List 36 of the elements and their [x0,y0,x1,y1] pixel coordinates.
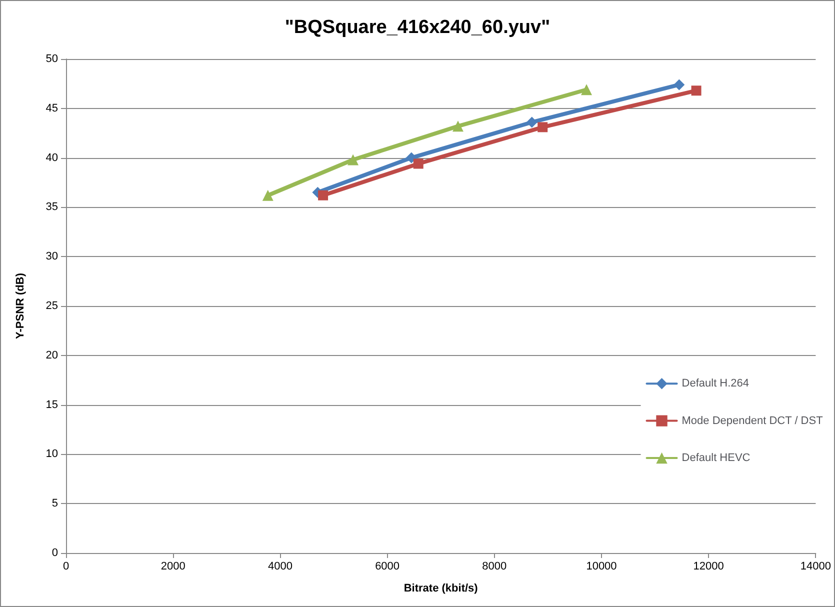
point [413,158,424,169]
y-tick-label: 45 [46,102,58,114]
x-tick-label: 8000 [482,560,507,572]
point [318,190,328,200]
x-tick-label: 0 [62,560,70,572]
point [452,120,464,132]
legend-label: Mode Dependent DCT / DST [682,414,824,427]
point [348,154,359,166]
point [581,84,592,96]
point [526,116,538,128]
point [538,122,548,132]
legend-label: Default HEVC [682,452,750,464]
x-tick-label: 14000 [800,560,832,572]
x-tick-label: 6000 [375,560,400,572]
x-axis-title: Bitrate (kbit/s) [404,582,478,594]
y-tick-label: 50 [46,53,58,65]
y-tick-label: 40 [46,152,58,164]
point [691,86,702,96]
y-axis-title: Y-PSNR (dB) [14,272,26,339]
y-tick-label: 15 [46,398,58,411]
y-tick-label: 10 [46,448,58,460]
y-tick-label: 35 [46,201,58,214]
y-tick-label: 20 [46,349,58,362]
y-tick-label: 0 [52,547,58,559]
y-tick-label: 5 [52,498,58,510]
chart-title: "BQSquare_416x240_60.yuv" [284,17,550,38]
x-tick-label: 4000 [268,560,292,572]
point [262,190,274,201]
point [406,152,417,164]
x-tick-label: 12000 [693,560,724,572]
x-tick-label: 2000 [160,560,186,572]
point [674,79,685,90]
x-tick-label: 10000 [586,560,617,572]
y-tick-label: 25 [46,300,58,312]
legend-label: Default H.264 [682,378,750,390]
y-tick-label: 30 [46,250,58,263]
